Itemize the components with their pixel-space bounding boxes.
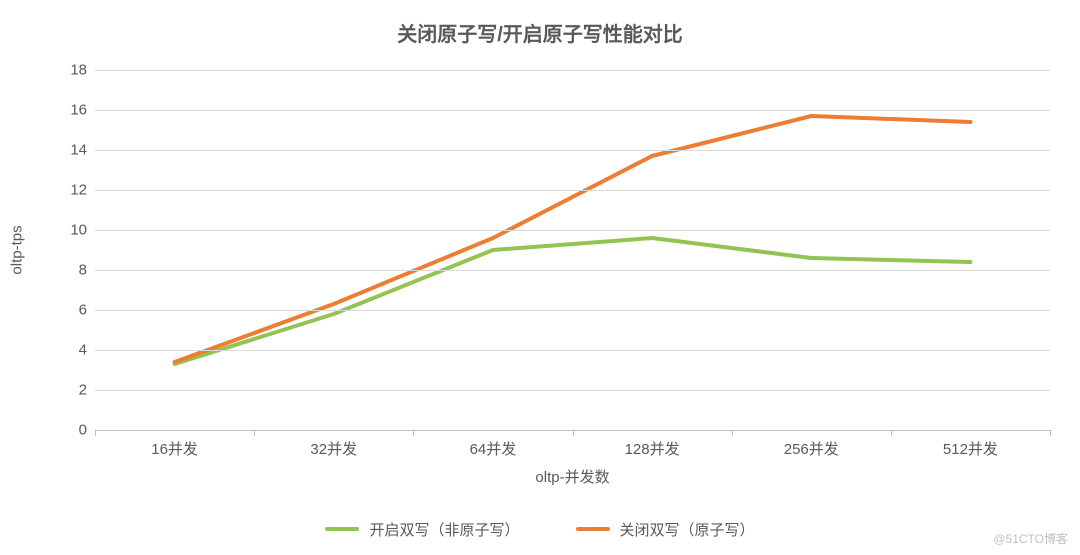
- x-tick-mark: [732, 430, 733, 436]
- gridline: [95, 350, 1050, 351]
- line-series-svg: [95, 70, 1050, 430]
- gridline: [95, 390, 1050, 391]
- x-tick-label: 64并发: [470, 438, 517, 459]
- gridline: [95, 190, 1050, 191]
- chart-title: 关闭原子写/开启原子写性能对比: [0, 18, 1080, 47]
- plot-area: 02468101214161816并发32并发64并发128并发256并发512…: [95, 70, 1050, 430]
- legend-item: 开启双写（非原子写）: [325, 519, 519, 540]
- legend-swatch: [576, 527, 610, 531]
- y-axis-title: oltp-tps: [9, 225, 26, 274]
- y-tick-label: 6: [79, 302, 87, 319]
- x-tick-mark: [1050, 430, 1051, 436]
- gridline: [95, 230, 1050, 231]
- x-tick-mark: [254, 430, 255, 436]
- gridline: [95, 310, 1050, 311]
- y-tick-label: 16: [70, 102, 87, 119]
- chart-container: 关闭原子写/开启原子写性能对比 oltp-tps 024681012141618…: [0, 0, 1080, 555]
- gridline: [95, 110, 1050, 111]
- y-tick-label: 14: [70, 142, 87, 159]
- gridline: [95, 70, 1050, 71]
- gridline: [95, 270, 1050, 271]
- gridline: [95, 150, 1050, 151]
- legend: 开启双写（非原子写） 关闭双写（原子写）: [0, 518, 1080, 540]
- x-tick-mark: [573, 430, 574, 436]
- x-tick-mark: [95, 430, 96, 436]
- x-tick-label: 512并发: [943, 438, 998, 459]
- legend-swatch: [325, 527, 359, 531]
- y-tick-label: 4: [79, 342, 87, 359]
- legend-item: 关闭双写（原子写）: [576, 519, 755, 540]
- x-tick-label: 256并发: [784, 438, 839, 459]
- x-tick-label: 16并发: [151, 438, 198, 459]
- y-tick-label: 10: [70, 222, 87, 239]
- x-axis-title: oltp-并发数: [95, 466, 1050, 487]
- y-tick-label: 18: [70, 62, 87, 79]
- y-tick-label: 12: [70, 182, 87, 199]
- series-line: [175, 238, 971, 364]
- legend-label: 关闭双写（原子写）: [620, 519, 755, 540]
- watermark: @51CTO博客: [993, 530, 1068, 547]
- x-tick-label: 32并发: [310, 438, 357, 459]
- x-tick-label: 128并发: [625, 438, 680, 459]
- y-tick-label: 8: [79, 262, 87, 279]
- legend-label: 开启双写（非原子写）: [369, 519, 519, 540]
- x-tick-mark: [413, 430, 414, 436]
- x-tick-mark: [891, 430, 892, 436]
- y-tick-label: 2: [79, 382, 87, 399]
- y-tick-label: 0: [79, 422, 87, 439]
